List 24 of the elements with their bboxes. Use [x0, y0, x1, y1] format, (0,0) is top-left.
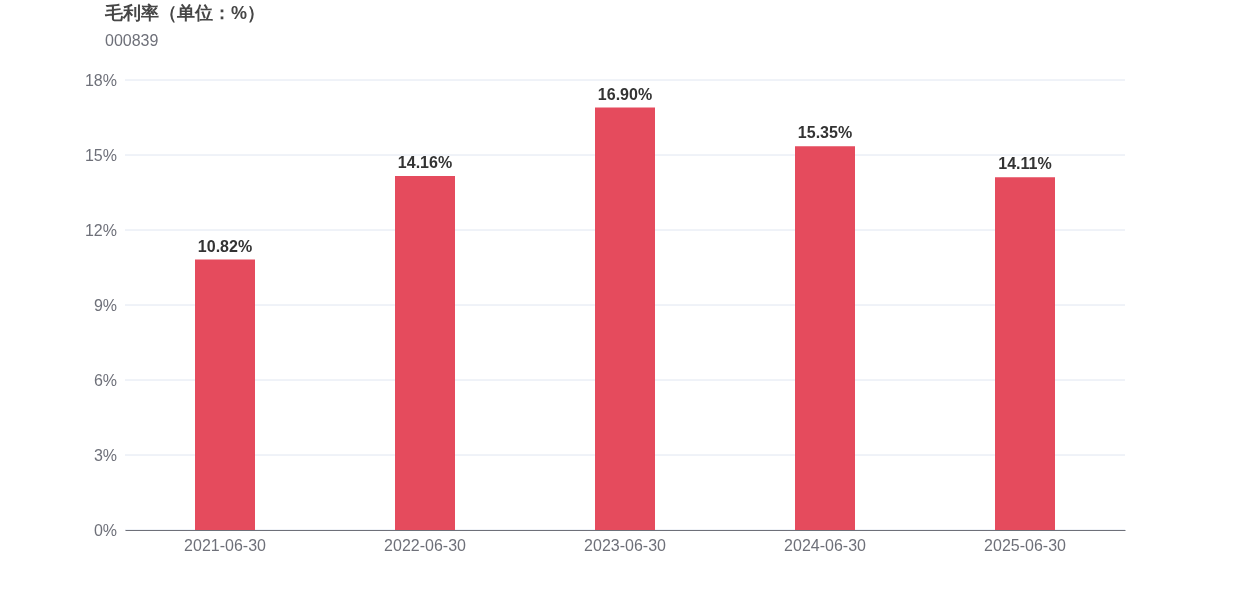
y-tick-label: 12%: [84, 221, 117, 239]
y-tick-label: 15%: [84, 146, 117, 164]
y-tick-label: 9%: [93, 296, 117, 314]
bar: [195, 259, 255, 530]
data-label: 14.16%: [397, 154, 453, 171]
data-label: 15.35%: [797, 124, 853, 142]
x-tick-label: 2025-06-30: [984, 537, 1067, 555]
bar: [395, 176, 455, 530]
x-tick-label: 2023-06-30: [584, 537, 667, 555]
bar: [595, 107, 655, 530]
y-tick-label: 18%: [84, 71, 117, 89]
x-tick-label: 2021-06-30: [184, 537, 267, 555]
bar: [795, 146, 855, 530]
chart-subtitle: 000839: [105, 32, 159, 49]
x-tick-label: 2022-06-30: [384, 537, 467, 555]
y-tick-label: 6%: [93, 371, 117, 389]
data-label: 14.11%: [998, 155, 1052, 173]
y-tick-label: 0%: [93, 521, 117, 539]
data-label: 16.90%: [597, 85, 653, 103]
y-tick-label: 3%: [93, 446, 117, 464]
bar: [995, 177, 1055, 530]
chart-title: 毛利率（单位：%）: [104, 3, 266, 23]
data-label: 10.82%: [197, 237, 253, 255]
x-tick-label: 2024-06-30: [784, 537, 867, 555]
